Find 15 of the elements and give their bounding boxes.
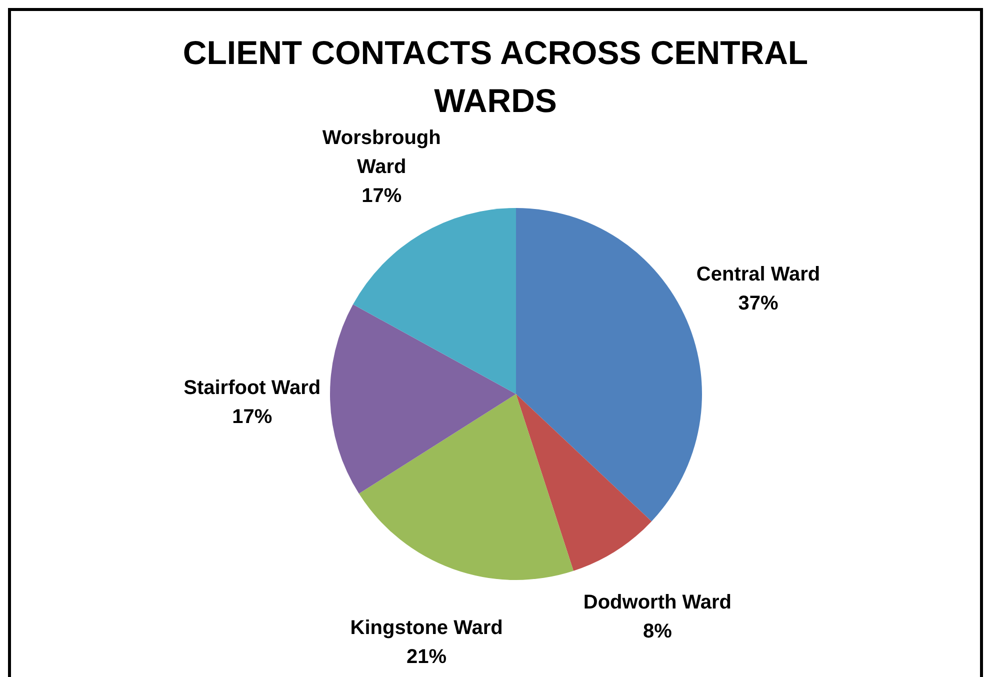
pie-slice bbox=[516, 394, 652, 571]
pie-slice bbox=[353, 208, 516, 394]
data-label: 17% bbox=[232, 406, 272, 428]
data-label: 37% bbox=[738, 292, 779, 315]
slice-label: Kingstone Ward bbox=[350, 616, 503, 639]
chart-title: CLIENT CONTACTS ACROSS CENTRAL WARDS bbox=[182, 33, 810, 121]
pie-slice bbox=[358, 394, 574, 580]
slice-label: Worsbrough Ward bbox=[322, 126, 441, 178]
pie-slice bbox=[330, 304, 516, 494]
slice-label: Stairfoot Ward bbox=[184, 376, 321, 399]
data-label: 21% bbox=[406, 646, 447, 668]
slice-label: Dodworth Ward bbox=[583, 591, 732, 614]
data-label: 17% bbox=[362, 184, 402, 207]
slice-label: Central Ward bbox=[696, 264, 820, 286]
data-label: 8% bbox=[643, 620, 672, 642]
